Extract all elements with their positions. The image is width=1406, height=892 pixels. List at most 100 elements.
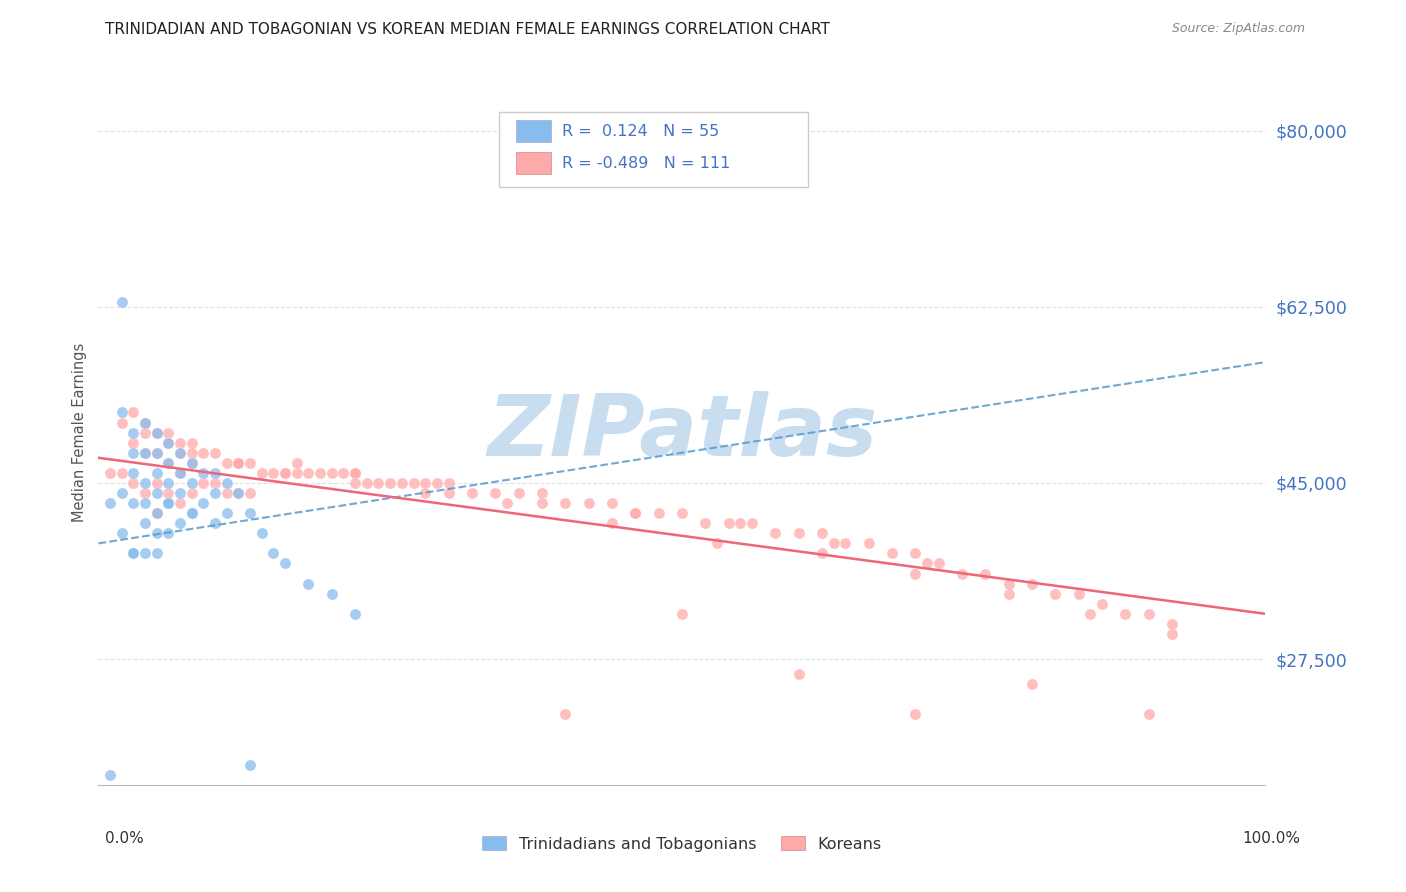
Point xyxy=(706,536,728,550)
Point xyxy=(356,475,378,490)
Point xyxy=(321,466,343,480)
Point xyxy=(134,486,156,500)
Point xyxy=(228,486,250,500)
Point xyxy=(98,466,121,480)
Point xyxy=(695,516,717,531)
Point xyxy=(285,466,308,480)
Point xyxy=(111,526,134,541)
Point xyxy=(157,425,180,440)
Point xyxy=(904,707,927,722)
Point xyxy=(134,475,156,490)
Point xyxy=(530,486,553,500)
Point xyxy=(344,607,367,621)
Point xyxy=(1114,607,1136,621)
Point xyxy=(787,667,810,681)
Point xyxy=(461,486,484,500)
Point xyxy=(134,546,156,560)
Point xyxy=(997,576,1019,591)
Text: R = -0.489   N = 111: R = -0.489 N = 111 xyxy=(562,156,731,170)
Point xyxy=(228,456,250,470)
Point xyxy=(157,496,180,510)
Point xyxy=(169,466,191,480)
Point xyxy=(823,536,845,550)
Point xyxy=(122,546,145,560)
Point xyxy=(624,506,647,520)
Point xyxy=(391,475,413,490)
Text: R =  0.124   N = 55: R = 0.124 N = 55 xyxy=(562,124,720,138)
Point xyxy=(157,435,180,450)
Point xyxy=(157,475,180,490)
Point xyxy=(215,506,238,520)
Point xyxy=(915,557,938,571)
Point xyxy=(180,446,202,460)
Point xyxy=(122,405,145,419)
Point xyxy=(98,768,121,782)
Point xyxy=(146,486,169,500)
Point xyxy=(122,496,145,510)
Point xyxy=(530,496,553,510)
Point xyxy=(496,496,519,510)
Point xyxy=(880,546,903,560)
Point xyxy=(134,496,156,510)
Point xyxy=(193,475,215,490)
Point xyxy=(180,486,202,500)
Point xyxy=(285,456,308,470)
Point xyxy=(169,446,191,460)
Y-axis label: Median Female Earnings: Median Female Earnings xyxy=(72,343,87,522)
Point xyxy=(134,416,156,430)
Point xyxy=(146,425,169,440)
Point xyxy=(413,475,436,490)
Point xyxy=(134,446,156,460)
Point xyxy=(228,486,250,500)
Point xyxy=(811,526,834,541)
Point xyxy=(122,425,145,440)
Point xyxy=(344,466,367,480)
Point xyxy=(122,435,145,450)
Point xyxy=(169,486,191,500)
Point xyxy=(157,526,180,541)
Point xyxy=(180,506,202,520)
Point xyxy=(624,506,647,520)
Point xyxy=(274,557,297,571)
Point xyxy=(297,466,319,480)
Point xyxy=(1137,607,1160,621)
Point xyxy=(974,566,997,581)
Point xyxy=(1137,707,1160,722)
Point xyxy=(157,435,180,450)
Point xyxy=(554,496,576,510)
Point xyxy=(122,446,145,460)
Point xyxy=(111,466,134,480)
Point xyxy=(250,466,273,480)
Point xyxy=(950,566,973,581)
Point xyxy=(134,516,156,531)
Point xyxy=(671,506,693,520)
Point xyxy=(1021,677,1043,691)
Point xyxy=(426,475,449,490)
Text: 0.0%: 0.0% xyxy=(105,831,145,846)
Point xyxy=(239,456,262,470)
Point xyxy=(122,466,145,480)
Point xyxy=(169,496,191,510)
Point xyxy=(169,435,191,450)
Point xyxy=(787,526,810,541)
Point xyxy=(578,496,600,510)
Point xyxy=(600,516,623,531)
Point xyxy=(134,446,156,460)
Point xyxy=(367,475,389,490)
Point xyxy=(437,486,460,500)
Point xyxy=(811,546,834,560)
Point xyxy=(928,557,950,571)
Point xyxy=(169,466,191,480)
Point xyxy=(228,456,250,470)
Text: Source: ZipAtlas.com: Source: ZipAtlas.com xyxy=(1171,22,1305,36)
Point xyxy=(204,475,226,490)
Text: 100.0%: 100.0% xyxy=(1243,831,1301,846)
Point xyxy=(169,446,191,460)
Point xyxy=(1067,587,1090,601)
Text: TRINIDADIAN AND TOBAGONIAN VS KOREAN MEDIAN FEMALE EARNINGS CORRELATION CHART: TRINIDADIAN AND TOBAGONIAN VS KOREAN MED… xyxy=(105,22,831,37)
Point xyxy=(111,294,134,309)
Point xyxy=(111,486,134,500)
Point xyxy=(1161,616,1184,631)
Point xyxy=(204,516,226,531)
Point xyxy=(146,506,169,520)
